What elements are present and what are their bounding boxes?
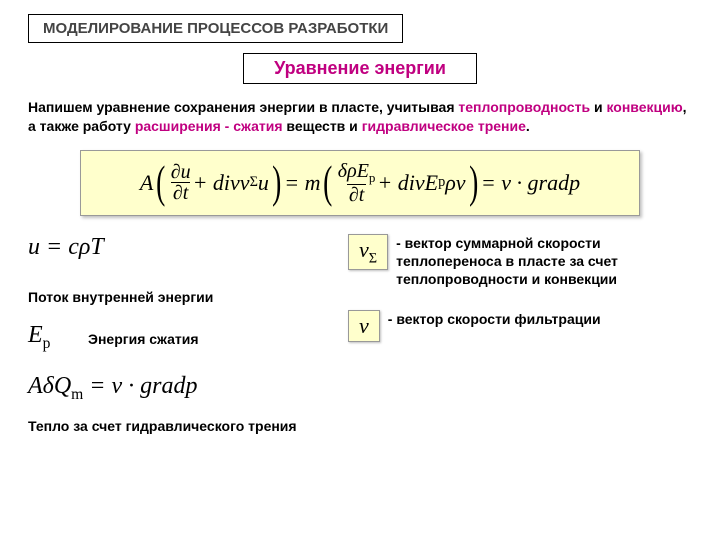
vsigma-s: Σ [369,250,377,266]
eq-Ep: Ep [28,322,88,353]
rparen-1: ) [272,164,281,201]
subtitle-text: Уравнение энергии [274,58,446,78]
intro-paragraph: Напишем уравнение сохранения энергии в п… [28,98,692,136]
intro-h1: теплопроводность [458,99,590,115]
rparen-2: ) [469,164,478,201]
v-row: v - вектор скорости фильтрации [348,310,692,342]
content-row: u = cρT Поток внутренней энергии Ep Энер… [28,234,692,452]
v-caption: - вектор скорости фильтрации [388,310,692,328]
frac1-num: ∂u [169,162,193,182]
frac-1: ∂u ∂t [169,162,193,203]
ep-row: Ep Энергия сжатия [28,322,328,357]
intro-h2: конвекцию [606,99,682,115]
eq-Ep-caption: Энергия сжатия [88,331,199,349]
main-equation: A ( ∂u ∂t + divvΣu ) = m ( δρEp ∂t + div… [80,150,640,216]
eq-AQ-rest: = v · gradp [83,373,197,399]
frac2-num-sub: p [369,170,376,185]
eq-rhov: ρv [445,170,465,196]
intro-t4: веществ и [283,118,362,134]
eq-eq2: = v · gradp [481,170,580,196]
lparen-1: ( [156,164,165,201]
eq-AQ-sub: m [71,386,83,403]
eq-u: u = cρT [28,234,328,261]
eq-mid1: + divv [193,170,250,196]
v-symbol: v [348,310,380,342]
frac2-num: δρEp [336,161,378,184]
eq-sigma1: Σ [250,174,258,191]
eq-eq1: = m [284,170,320,196]
subtitle-box: Уравнение энергии [243,53,477,84]
intro-t1: Напишем уравнение сохранения энергии в п… [28,99,458,115]
vsigma-v: v [359,237,369,262]
eq-AQ-caption: Тепло за счет гидравлического трения [28,418,328,436]
intro-t2: и [590,99,606,115]
v-sym: v [359,313,369,338]
eq-u-text: u = cρT [28,234,104,260]
header-title: МОДЕЛИРОВАНИЕ ПРОЦЕССОВ РАЗРАБОТКИ [43,20,388,37]
frac2-den: ∂t [347,184,366,205]
lparen-2: ( [324,164,333,201]
eq-AQ: AδQm = v · gradp [28,373,328,404]
frac2-num-t: δρE [338,160,369,182]
eq-A: A [140,170,153,196]
eq-mid2: + divE [377,170,438,196]
frac1-den: ∂t [171,182,190,203]
eq-u1: u [258,170,269,196]
eq-Ep-sym: E [28,322,43,348]
col-right: vΣ - вектор суммарной скорости теплопере… [328,234,692,365]
eq-u-caption: Поток внутренней энергии [28,289,328,307]
subtitle-wrap: Уравнение энергии [28,43,692,84]
eq-Ep-sub: p [43,335,51,352]
intro-h3: расширения - сжатия [135,118,283,134]
header-box: МОДЕЛИРОВАНИЕ ПРОЦЕССОВ РАЗРАБОТКИ [28,14,403,43]
col-left: u = cρT Поток внутренней энергии Ep Энер… [28,234,328,452]
vsigma-caption: - вектор суммарной скорости теплоперенос… [396,234,692,289]
intro-h4: гидравлическое трение [362,118,526,134]
vsigma-symbol: vΣ [348,234,388,270]
frac-2: δρEp ∂t [336,161,378,205]
vsigma-row: vΣ - вектор суммарной скорости теплопере… [348,234,692,289]
eq-AQ-t: AδQ [28,373,71,399]
intro-t5: . [526,118,530,134]
